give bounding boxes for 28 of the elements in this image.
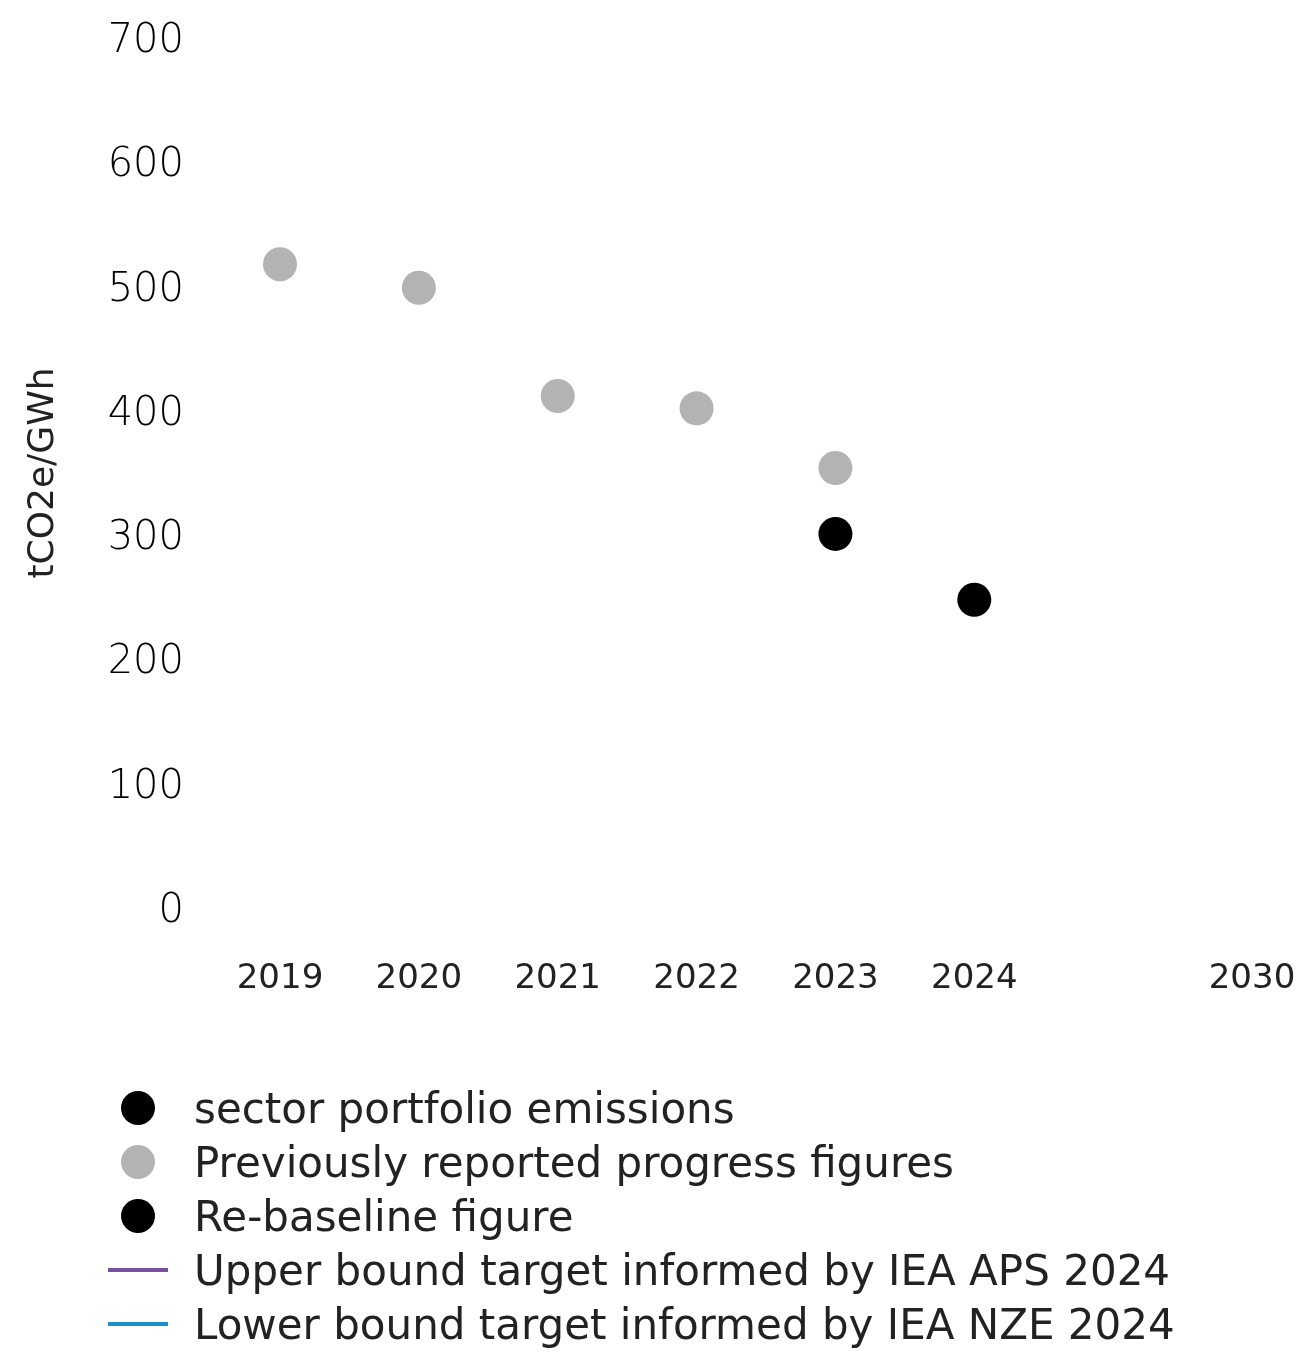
point [540,378,575,413]
x-tick-label: 2021 [514,955,601,996]
y-tick-label: 100 [107,760,184,807]
legend-label: Lower bound target informed by IEA NZE 2024 [194,1299,1175,1349]
y-tick-label: 500 [107,263,184,310]
y-tick-label: 0 [158,885,184,931]
point [401,270,436,305]
point [263,247,297,282]
y-axis-title: tCO2e/GWh [20,367,61,579]
y-tick-label: 400 [107,387,184,434]
x-tick-label: 2030 [1208,955,1296,996]
point [679,391,714,426]
x-tick-label: 2023 [792,955,879,996]
legend-label: Previously reported progress figures [194,1137,954,1187]
legend-label: sector portfolio emissions [194,1083,735,1133]
legend-label: Upper bound target informed by IEA APS 2024 [194,1245,1171,1295]
y-tick-label: 200 [107,636,184,683]
x-tick-label: 2024 [931,955,1018,996]
point [818,451,853,486]
point [957,582,992,617]
y-tick-label: 700 [107,15,184,61]
y-tick-label: 300 [107,512,184,559]
x-tick-label: 2022 [653,955,740,996]
y-tick-label: 600 [107,139,184,186]
legend-label: Re-baseline figure [194,1191,574,1241]
x-tick-label: 2019 [236,955,324,996]
point [818,516,853,551]
x-tick-label: 2020 [375,955,463,996]
